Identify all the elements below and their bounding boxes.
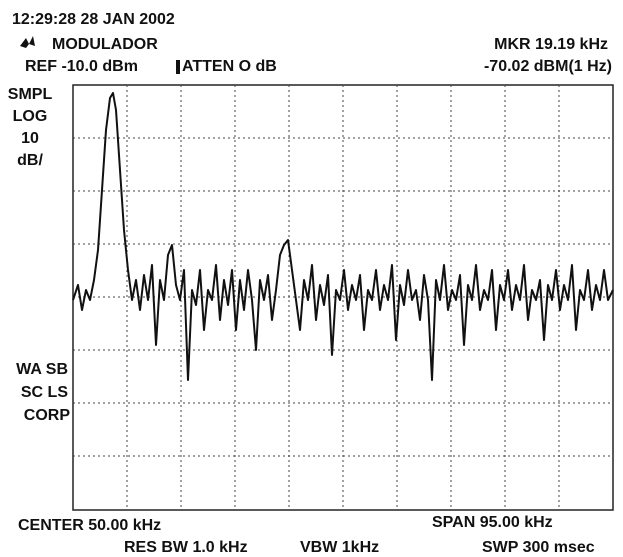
- attenuation: ATTEN O dB: [182, 58, 277, 75]
- timestamp: 12:29:28 28 JAN 2002: [12, 11, 175, 28]
- center-frequency: CENTER 50.00 kHz: [18, 517, 161, 534]
- side-label: WA SB: [16, 361, 68, 378]
- separator: [176, 60, 180, 74]
- side-label: dB/: [17, 152, 43, 169]
- graticule: [72, 84, 614, 511]
- side-label: SC LS: [21, 384, 68, 401]
- ref-level: REF -10.0 dBm: [25, 58, 138, 75]
- title: MODULADOR: [52, 36, 158, 53]
- spectrum-trace: [72, 92, 614, 381]
- video-bandwidth: VBW 1kHz: [300, 539, 379, 556]
- resolution-bandwidth: RES BW 1.0 kHz: [124, 539, 248, 556]
- side-label: SMPL: [8, 86, 53, 103]
- side-label: LOG: [13, 108, 48, 125]
- marker-level: -70.02 dBM(1 Hz): [484, 58, 612, 75]
- span: SPAN 95.00 kHz: [432, 514, 553, 531]
- sweep-time: SWP 300 msec: [482, 539, 595, 556]
- marker-frequency: MKR 19.19 kHz: [494, 36, 608, 53]
- side-label: 10: [21, 130, 39, 147]
- logo: [20, 36, 35, 48]
- side-label: CORP: [24, 407, 71, 424]
